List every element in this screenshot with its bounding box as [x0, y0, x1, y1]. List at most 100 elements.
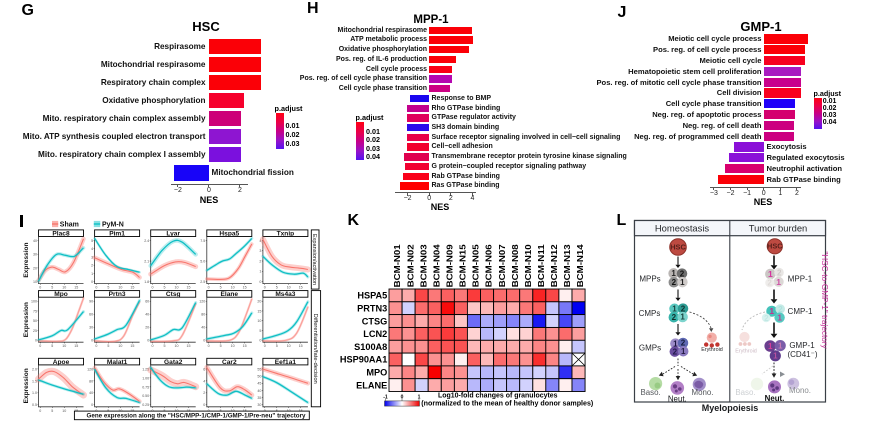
svg-text:5: 5	[259, 329, 261, 333]
svg-text:BCM-N03: BCM-N03	[418, 244, 428, 287]
svg-text:20: 20	[257, 300, 261, 304]
svg-text:0: 0	[147, 339, 149, 343]
svg-text:Hspa5: Hspa5	[219, 230, 239, 237]
svg-text:CMP-1: CMP-1	[788, 307, 813, 316]
svg-text:2: 2	[681, 304, 686, 313]
svg-text:5: 5	[220, 344, 222, 348]
svg-text:4: 4	[259, 239, 261, 243]
svg-text:15: 15	[187, 344, 191, 348]
svg-text:80: 80	[89, 379, 93, 383]
svg-text:CMPs: CMPs	[639, 309, 661, 318]
svg-text:CTSG: CTSG	[362, 316, 388, 326]
svg-text:35: 35	[257, 396, 261, 400]
svg-text:30: 30	[33, 253, 37, 257]
svg-text:10: 10	[257, 319, 261, 323]
svg-text:Neut.: Neut.	[765, 394, 785, 403]
svg-text:PyM-N: PyM-N	[102, 222, 124, 229]
svg-text:MPO: MPO	[366, 368, 387, 378]
svg-text:30: 30	[257, 403, 261, 407]
svg-text:1: 1	[769, 306, 774, 316]
svg-text:1: 1	[673, 339, 678, 348]
svg-text:7.5: 7.5	[200, 239, 205, 243]
svg-text:0: 0	[208, 344, 210, 348]
svg-text:2.0: 2.0	[32, 367, 37, 371]
svg-text:0: 0	[39, 409, 41, 413]
svg-text:10: 10	[231, 286, 235, 290]
svg-text:BCM-N04: BCM-N04	[431, 244, 441, 287]
svg-text:Expression: Expression	[23, 368, 30, 403]
svg-text:10: 10	[231, 344, 235, 348]
svg-text:4: 4	[91, 247, 93, 251]
svg-text:0: 0	[203, 339, 205, 343]
svg-text:5: 5	[107, 286, 109, 290]
svg-text:100: 100	[31, 300, 37, 304]
svg-text:GMPs: GMPs	[639, 344, 661, 353]
svg-text:-1: -1	[383, 394, 388, 400]
svg-text:0: 0	[259, 280, 261, 284]
svg-text:15: 15	[74, 344, 78, 348]
svg-text:1.00: 1.00	[142, 376, 149, 380]
svg-text:75: 75	[33, 309, 37, 313]
svg-text:Sham: Sham	[60, 222, 79, 229]
svg-text:5: 5	[107, 344, 109, 348]
svg-text:Elane: Elane	[221, 291, 239, 298]
svg-text:Txnip: Txnip	[277, 230, 295, 237]
svg-text:45: 45	[257, 382, 261, 386]
svg-text:10: 10	[287, 344, 291, 348]
svg-text:40: 40	[257, 389, 261, 393]
svg-text:1: 1	[418, 394, 421, 400]
svg-text:1: 1	[259, 270, 261, 274]
svg-text:0: 0	[152, 286, 154, 290]
svg-text:Expression: Expression	[23, 302, 30, 337]
svg-text:1: 1	[680, 313, 685, 322]
svg-text:Malat1: Malat1	[107, 359, 128, 366]
svg-text:1: 1	[777, 313, 782, 323]
svg-text:1: 1	[91, 272, 93, 276]
svg-text:BCM-N05: BCM-N05	[471, 244, 481, 287]
svg-text:10: 10	[287, 286, 291, 290]
svg-text:0: 0	[152, 344, 154, 348]
svg-text:5: 5	[220, 286, 222, 290]
svg-text:15: 15	[130, 344, 134, 348]
svg-text:1.25: 1.25	[142, 367, 149, 371]
svg-text:(CD41⁻): (CD41⁻)	[787, 350, 817, 359]
svg-text:0: 0	[91, 280, 93, 284]
svg-text:50: 50	[33, 319, 37, 323]
svg-text:10: 10	[118, 344, 122, 348]
svg-text:4: 4	[203, 379, 205, 383]
svg-text:Expression: Expression	[23, 243, 30, 278]
svg-text:Differentiation/fate-decision: Differentiation/fate-decision	[312, 314, 318, 384]
svg-text:Mono.: Mono.	[692, 388, 714, 397]
svg-text:BCM-N12: BCM-N12	[549, 244, 559, 287]
svg-text:120: 120	[87, 367, 93, 371]
svg-text:0: 0	[264, 344, 266, 348]
svg-text:0: 0	[95, 344, 97, 348]
svg-text:40: 40	[33, 239, 37, 243]
svg-text:55: 55	[257, 367, 261, 371]
svg-text:Prtn3: Prtn3	[109, 291, 126, 298]
svg-text:1: 1	[776, 277, 781, 287]
svg-text:Mono.: Mono.	[789, 386, 811, 395]
svg-text:0.25: 0.25	[142, 403, 149, 407]
svg-text:10: 10	[118, 286, 122, 290]
svg-text:1: 1	[671, 269, 676, 278]
svg-text:BCM-N01: BCM-N01	[392, 244, 402, 287]
svg-text:MPP-1: MPP-1	[788, 275, 813, 284]
svg-text:MPPs: MPPs	[639, 275, 660, 284]
svg-text:20: 20	[33, 266, 37, 270]
svg-text:1: 1	[680, 278, 685, 287]
svg-text:LCN2: LCN2	[363, 329, 387, 339]
svg-text:5: 5	[164, 344, 166, 348]
svg-text:BCM-N07: BCM-N07	[497, 244, 507, 287]
svg-text:1.0: 1.0	[32, 391, 37, 395]
svg-text:15: 15	[299, 286, 303, 290]
svg-text:0: 0	[259, 339, 261, 343]
svg-text:0: 0	[39, 286, 41, 290]
svg-text:HSP90AA1: HSP90AA1	[340, 355, 387, 365]
svg-text:0: 0	[91, 339, 93, 343]
svg-text:HSC: HSC	[670, 242, 686, 251]
svg-text:Baso.: Baso.	[735, 388, 755, 397]
svg-text:3: 3	[91, 255, 93, 259]
svg-text:50: 50	[257, 374, 261, 378]
svg-text:0: 0	[95, 286, 97, 290]
